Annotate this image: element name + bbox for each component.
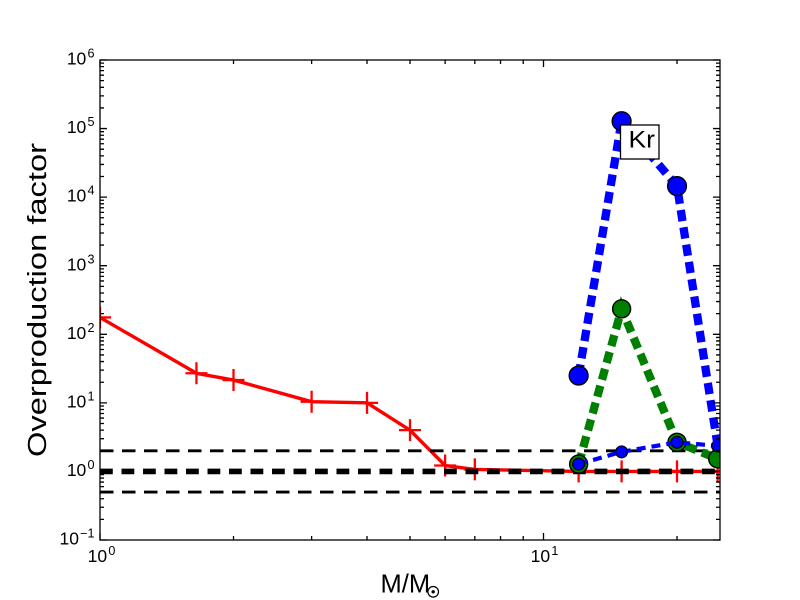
svg-text:10−1: 10−1 bbox=[59, 527, 94, 549]
svg-text:104: 104 bbox=[67, 184, 95, 206]
svg-text:101: 101 bbox=[67, 389, 95, 411]
svg-text:Overproduction factor: Overproduction factor bbox=[24, 142, 52, 457]
svg-text:101: 101 bbox=[531, 544, 559, 566]
svg-text:Kr: Kr bbox=[629, 127, 656, 154]
svg-text:105: 105 bbox=[67, 115, 95, 137]
svg-text:100: 100 bbox=[67, 458, 95, 480]
svg-text:100: 100 bbox=[88, 544, 116, 566]
svg-text:103: 103 bbox=[67, 252, 95, 274]
svg-text:102: 102 bbox=[67, 321, 95, 343]
svg-text:106: 106 bbox=[67, 47, 95, 69]
svg-text:M/M: M/M bbox=[381, 571, 431, 599]
